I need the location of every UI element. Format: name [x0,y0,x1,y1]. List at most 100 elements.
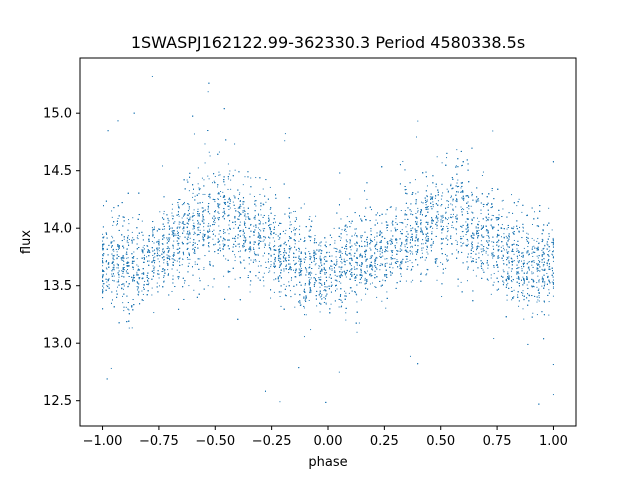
data-point [500,227,502,229]
data-point [178,215,180,217]
data-point [293,227,295,229]
data-point [448,217,450,219]
data-point [213,229,215,231]
data-point [270,223,272,225]
data-point [334,271,336,273]
data-point [446,188,448,190]
data-point [528,254,530,256]
data-point [243,209,245,211]
data-point [197,215,199,217]
data-point [115,249,117,251]
data-point [407,236,409,238]
data-point [187,231,189,233]
data-point [506,249,508,251]
data-point [118,279,120,281]
data-point [385,213,387,215]
data-point [113,269,115,271]
data-point [436,224,438,226]
data-point [543,264,545,266]
data-point [162,251,164,253]
data-point [202,233,204,235]
data-point [143,259,145,261]
data-point [280,258,282,260]
data-point [163,259,165,261]
data-point [223,215,225,217]
data-point [351,274,353,276]
data-point [531,252,533,254]
data-point [442,216,444,218]
data-point [455,233,457,235]
data-point [318,267,320,269]
data-point [188,253,190,255]
data-point [523,260,525,262]
data-point [188,190,190,192]
data-point [194,263,196,265]
data-point [280,291,282,293]
data-point [212,238,214,240]
data-point [284,133,286,135]
data-point [379,255,381,257]
data-point [208,223,210,225]
data-point [298,240,300,242]
data-point [284,140,286,142]
data-point [262,223,264,225]
data-point [202,193,204,195]
data-point [255,259,257,261]
data-point [218,174,220,176]
data-point [197,208,199,210]
data-point [461,231,463,233]
data-point [381,300,383,302]
data-point [244,224,246,226]
data-point [148,260,150,262]
data-point [273,279,275,281]
data-point [450,183,452,185]
data-point [176,248,178,250]
data-point [203,179,205,181]
data-point [511,258,513,260]
data-point [549,249,551,251]
data-point [213,218,215,220]
data-point [366,270,368,272]
data-point [249,242,251,244]
data-point [309,259,311,261]
data-point [127,257,129,259]
data-point [528,269,530,271]
data-point [146,245,148,247]
data-point [536,282,538,284]
data-point [456,217,458,219]
data-point [203,267,205,269]
data-point [193,209,195,211]
data-point [229,170,231,172]
data-point [294,306,296,308]
data-point [399,230,401,232]
data-point [395,209,397,211]
data-point [492,253,494,255]
data-point [379,231,381,233]
data-point [355,293,357,295]
data-point [290,247,292,249]
data-point [324,259,326,261]
data-point [543,301,545,303]
data-point [229,200,231,202]
data-point [365,219,367,221]
data-point [384,264,386,266]
data-point [417,120,419,122]
data-point [522,276,524,278]
data-point [173,215,175,217]
data-point [470,256,472,258]
data-point [325,302,327,304]
data-point [336,248,338,250]
data-point [219,174,221,176]
data-point [255,205,257,207]
data-point [379,241,381,243]
data-point [345,295,347,297]
data-point [366,198,368,200]
data-point [214,222,216,224]
data-point [263,285,265,287]
data-point [235,224,237,226]
data-point [390,230,392,232]
data-point [203,240,205,242]
data-point [422,232,424,234]
data-point [410,210,412,212]
data-point [441,162,443,164]
